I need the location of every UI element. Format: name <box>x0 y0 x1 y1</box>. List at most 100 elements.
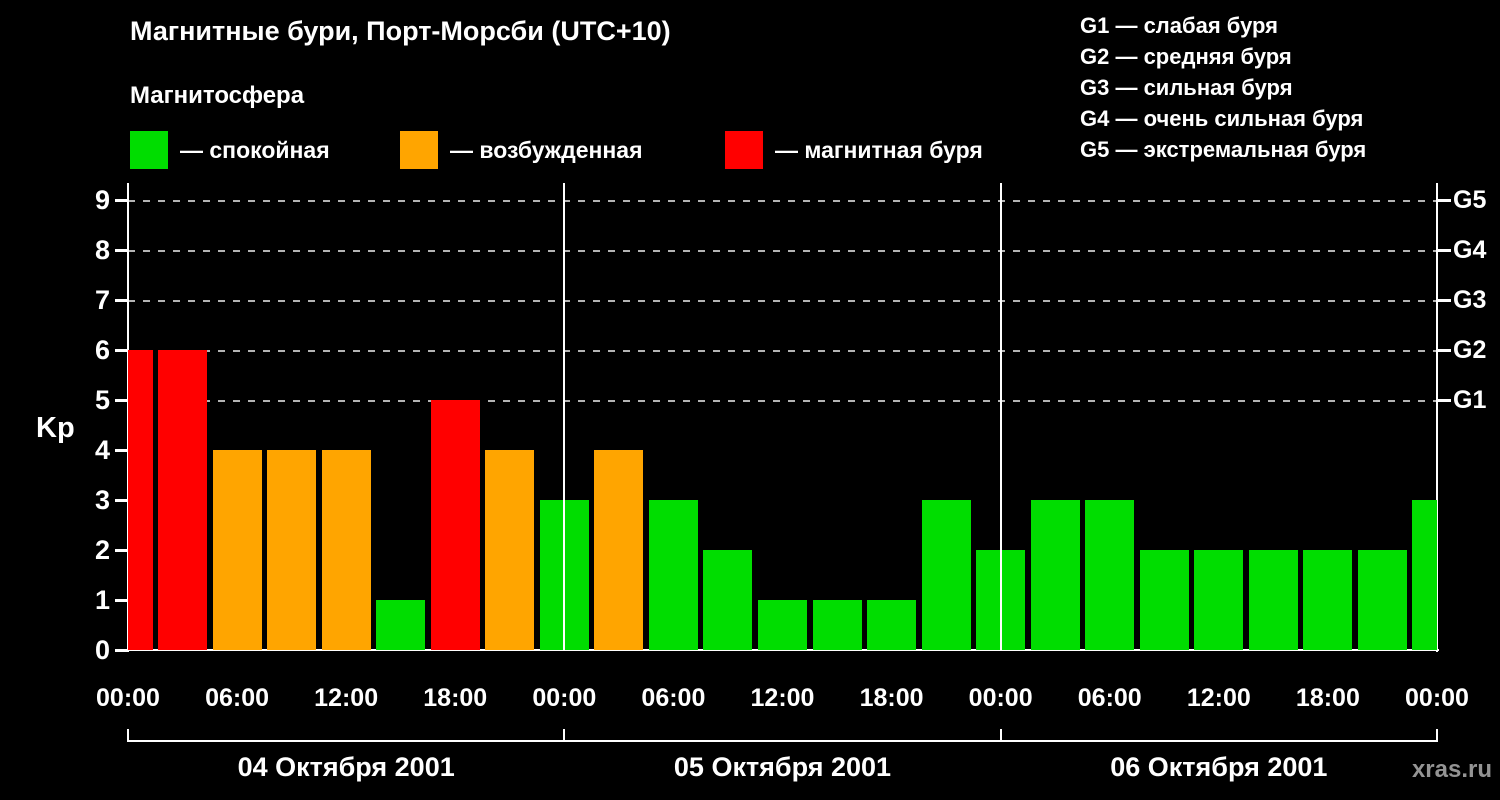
y-axis-tick-label: 0 <box>94 635 110 665</box>
kp-bar <box>267 450 317 650</box>
date-bracket-line <box>128 740 1437 742</box>
kp-bar <box>1248 550 1298 650</box>
y-axis-tick-label: 2 <box>94 535 110 565</box>
g-axis-tick <box>1438 349 1451 352</box>
x-axis-tick-label: 00:00 <box>1405 684 1469 712</box>
chart-subtitle: Магнитосфера <box>130 82 305 109</box>
kp-bar <box>867 600 917 650</box>
date-label: 06 Октября 2001 <box>1110 752 1328 782</box>
g-axis-tick <box>1438 399 1451 402</box>
kp-bar <box>1139 550 1189 650</box>
gridline <box>128 400 1437 402</box>
kp-bar <box>757 600 807 650</box>
x-axis-tick-label: 18:00 <box>859 684 924 712</box>
g-scale-label: G4 <box>1453 236 1487 264</box>
kp-bar <box>1412 500 1437 650</box>
date-bracket-tick <box>1436 729 1438 742</box>
kp-bar <box>1357 550 1407 650</box>
x-axis-tick-label: 12:00 <box>314 684 379 712</box>
kp-bar <box>1085 500 1135 650</box>
kp-bar <box>1303 550 1353 650</box>
x-axis-tick-label: 18:00 <box>1295 684 1360 712</box>
x-axis-tick-label: 06:00 <box>641 684 706 712</box>
kp-bar <box>485 450 535 650</box>
g-scale-label: G2 <box>1453 336 1487 364</box>
kp-bar <box>1194 550 1244 650</box>
legend-item-quiet: — спокойная <box>130 131 330 169</box>
kp-bar <box>812 600 862 650</box>
legend-item-storm: — магнитная буря <box>725 131 983 169</box>
g-axis-tick <box>1438 249 1451 252</box>
y-axis-tick-label: 1 <box>94 585 110 615</box>
y-axis-tick <box>115 399 128 402</box>
bars-area <box>128 183 1437 650</box>
right-axis-line <box>1436 183 1438 652</box>
excited-color-swatch <box>400 131 438 169</box>
storm-color-swatch <box>725 131 763 169</box>
date-bracket-tick <box>999 729 1002 742</box>
date-label: 04 Октября 2001 <box>237 752 455 782</box>
x-axis-tick-label: 00:00 <box>532 684 597 712</box>
x-axis-tick-label: 12:00 <box>1186 684 1251 712</box>
g-scale-label: G5 <box>1453 186 1487 214</box>
kp-bar <box>321 450 371 650</box>
y-axis-tick <box>115 499 128 502</box>
x-axis-tick-label: 12:00 <box>750 684 815 712</box>
y-axis-tick <box>115 599 128 602</box>
y-axis-tick <box>115 349 128 352</box>
legend-label-storm: — магнитная буря <box>775 136 983 163</box>
g-scale-label: G3 <box>1453 286 1487 314</box>
y-axis-tick-label: 6 <box>94 335 110 365</box>
storm-scale-item-g2: G2 — средняя буря <box>1080 44 1292 69</box>
storm-scale-item-g4: G4 — очень сильная буря <box>1080 106 1364 131</box>
y-axis-tick-label: 7 <box>94 285 110 315</box>
y-axis-tick <box>115 299 128 302</box>
legend-label-excited: — возбужденная <box>450 136 643 163</box>
kp-bar <box>921 500 971 650</box>
legend-label-quiet: — спокойная <box>180 136 330 163</box>
day-boundary-line <box>999 183 1002 650</box>
x-axis-tick-label: 06:00 <box>1077 684 1142 712</box>
x-axis-tick-label: 00:00 <box>968 684 1033 712</box>
y-axis-tick-label: 5 <box>94 385 110 415</box>
kp-bar <box>158 350 208 650</box>
kp-bar <box>376 600 426 650</box>
date-bracket-tick <box>127 729 129 742</box>
quiet-color-swatch <box>130 131 168 169</box>
kp-bar <box>212 450 262 650</box>
gridline <box>128 350 1437 352</box>
y-axis-tick-label: 8 <box>94 235 110 265</box>
storm-scale-legend: G1 — слабая буря G2 — средняя буря G3 — … <box>1080 10 1366 165</box>
date-label: 05 Октября 2001 <box>673 752 892 782</box>
y-axis-title: Kp <box>36 412 75 444</box>
date-bracket-tick <box>563 729 566 742</box>
kp-bar <box>430 400 480 650</box>
x-axis-line <box>127 649 1439 651</box>
gridline <box>128 200 1437 202</box>
day-boundary-line <box>563 183 566 650</box>
x-axis-tick-label: 00:00 <box>96 684 160 712</box>
storm-scale-item-g1: G1 — слабая буря <box>1080 13 1279 38</box>
y-axis-tick <box>115 649 128 652</box>
storm-scale-item-g5: G5 — экстремальная буря <box>1080 137 1367 162</box>
kp-bar <box>128 350 153 650</box>
g-axis-tick <box>1438 299 1451 302</box>
y-axis-tick <box>115 199 128 202</box>
watermark: xras.ru <box>1411 756 1492 783</box>
storm-scale-item-g3: G3 — сильная буря <box>1080 75 1293 100</box>
g-scale-label: G1 <box>1453 386 1487 414</box>
kp-bar <box>594 450 644 650</box>
kp-bar <box>648 500 698 650</box>
y-axis-tick <box>115 549 128 552</box>
kp-bar <box>1030 500 1080 650</box>
g-axis-tick <box>1438 199 1451 202</box>
gridline <box>128 250 1437 252</box>
legend-item-excited: — возбужденная <box>400 131 643 169</box>
y-axis-tick-label: 4 <box>94 435 110 465</box>
y-axis-tick <box>115 449 128 452</box>
chart-title: Магнитные бури, Порт-Морсби (UTC+10) <box>130 16 671 46</box>
kp-bar <box>703 550 753 650</box>
x-axis-tick-label: 18:00 <box>423 684 488 712</box>
y-axis-tick-label: 3 <box>94 485 110 515</box>
